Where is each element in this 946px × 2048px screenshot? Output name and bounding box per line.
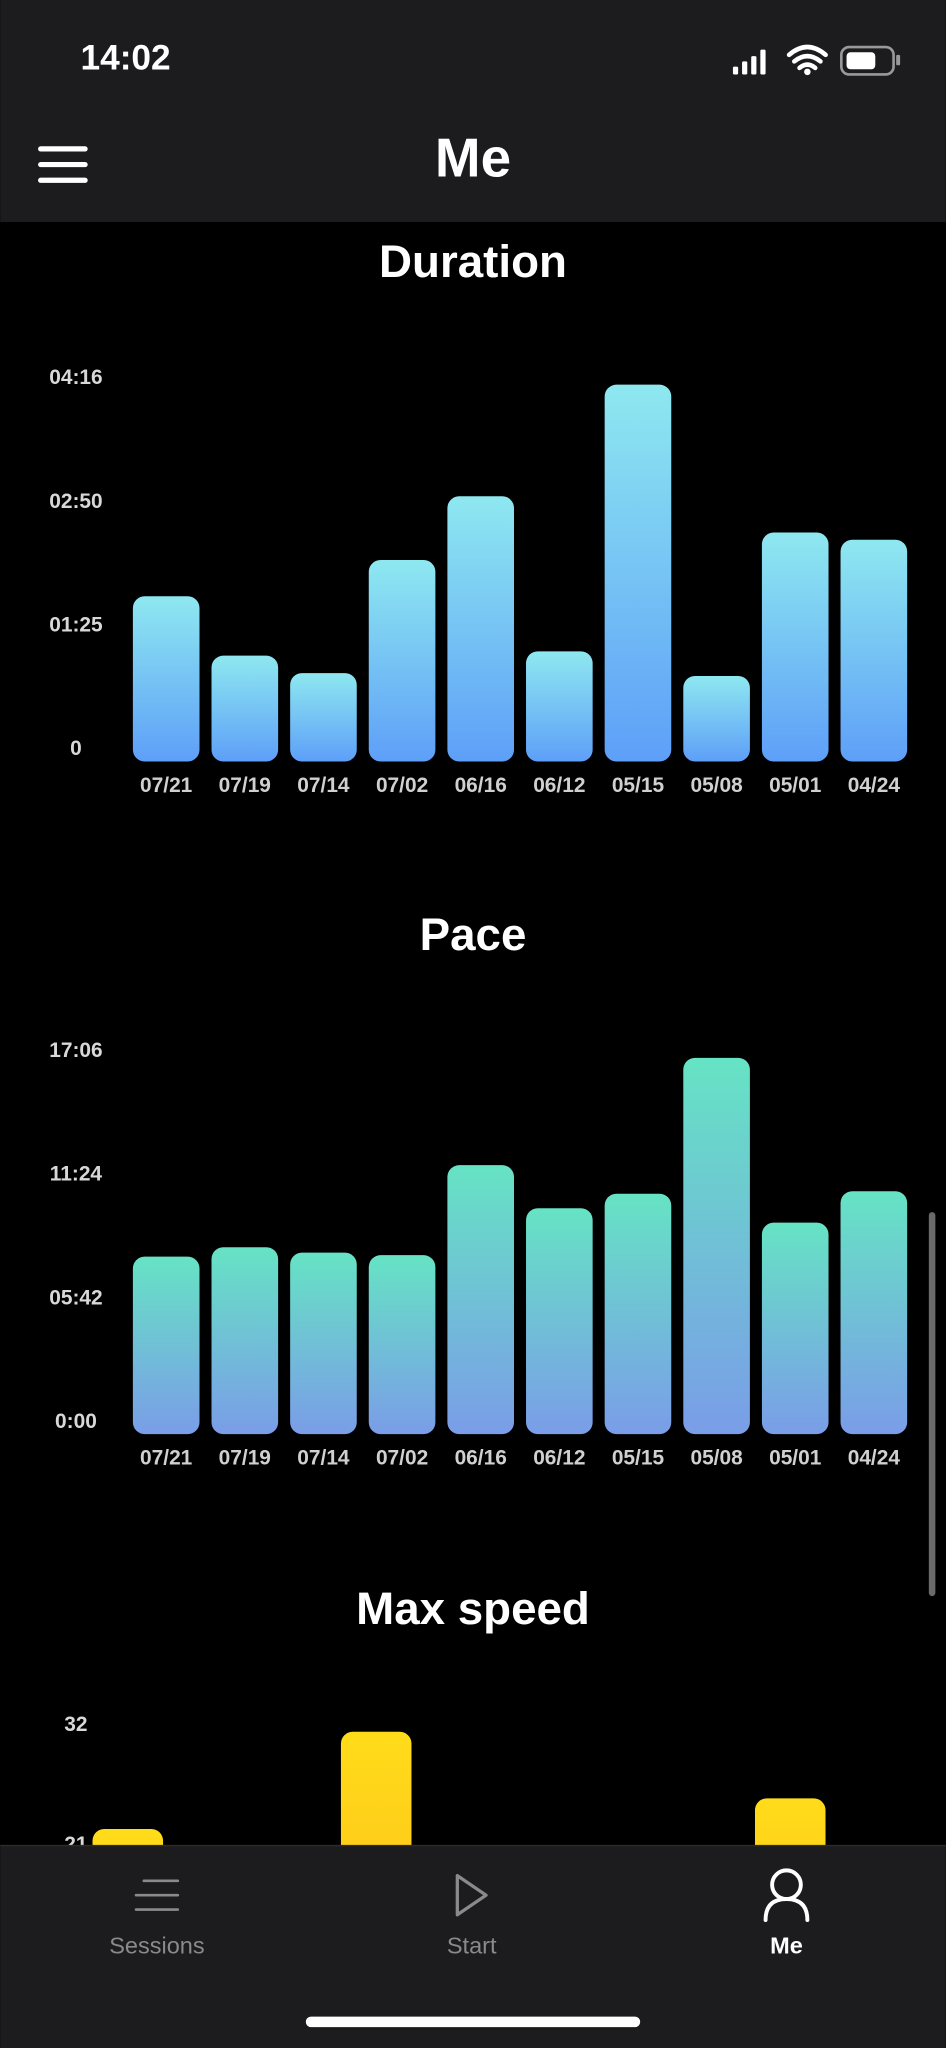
x-tick-label: 07/02 (376, 1446, 428, 1469)
battery-tip (896, 54, 901, 66)
bar (526, 1208, 593, 1435)
signal-icon (732, 49, 766, 75)
bar (132, 1256, 200, 1435)
bar (761, 532, 829, 762)
battery-level (846, 52, 876, 70)
chart: Pace 0:00 05:42 11:24 17:06 07/21 07/19 07/14 07… (49, 909, 908, 1469)
y-tick-label: 11:24 (50, 1163, 103, 1186)
top-bar (0, 0, 946, 223)
y-tick-label: 02:50 (49, 490, 102, 513)
x-tick-label: 04/24 (848, 1446, 901, 1469)
x-tick-label: 06/16 (455, 1446, 507, 1469)
status-time: 14:02 (80, 38, 170, 77)
chart-title: Pace (420, 909, 527, 960)
bar (683, 675, 750, 762)
scrollbar (928, 1212, 936, 1597)
x-tick-label: 07/19 (219, 774, 271, 797)
x-tick-label: 05/15 (612, 774, 665, 797)
y-tick-label: 04:16 (49, 366, 102, 389)
bar (447, 1165, 515, 1435)
wifi-icon (786, 44, 828, 71)
tab-sessions[interactable]: Sessions (109, 1879, 205, 1959)
bar (761, 1222, 829, 1435)
bar (604, 384, 672, 762)
x-tick-label: 07/14 (297, 1446, 350, 1469)
bar (132, 596, 200, 762)
start-icon (455, 1873, 488, 1917)
bar (840, 1191, 908, 1435)
tab-bar (0, 1845, 946, 2048)
menu-button[interactable] (38, 146, 88, 183)
x-tick-label: 05/01 (769, 1446, 822, 1469)
bar (211, 1247, 279, 1435)
bar (526, 651, 593, 762)
x-tick-label: 07/21 (140, 774, 193, 797)
chart: Duration 0 01:25 02:50 04:16 07/21 07/19 07/14 0… (49, 236, 908, 797)
y-tick-label: 0:00 (55, 1410, 97, 1433)
tab-label: Start (447, 1933, 497, 1959)
me-icon-body (763, 1897, 810, 1922)
header-title: Me (435, 126, 511, 188)
y-tick-label: 32 (64, 1713, 87, 1736)
x-tick-label: 04/24 (848, 774, 901, 797)
sessions-icon (134, 1879, 180, 1911)
tab-me[interactable]: Me (763, 1868, 810, 1959)
y-tick-label: 0 (70, 737, 82, 760)
x-tick-label: 05/15 (612, 1446, 665, 1469)
bar (604, 1193, 672, 1435)
tab-label: Me (770, 1933, 803, 1959)
chart-title: Duration (379, 236, 567, 287)
x-tick-label: 05/01 (769, 774, 822, 797)
x-tick-label: 06/16 (455, 774, 507, 797)
x-tick-label: 06/12 (533, 774, 585, 797)
home-indicator (305, 2016, 641, 2028)
x-tick-label: 05/08 (690, 1446, 742, 1469)
bar (211, 655, 279, 762)
tab-label: Sessions (109, 1933, 204, 1959)
x-tick-label: 05/08 (690, 774, 742, 797)
bar (368, 560, 436, 762)
y-tick-label: 01:25 (49, 614, 103, 637)
chart-title: Max speed (356, 1583, 590, 1634)
y-tick-label: 17:06 (49, 1039, 102, 1062)
tab-start[interactable]: Start (447, 1873, 497, 1959)
bar (368, 1255, 436, 1435)
bar (290, 673, 357, 762)
bar (290, 1252, 357, 1435)
x-tick-label: 07/14 (297, 774, 350, 797)
y-tick-label: 05:42 (49, 1286, 102, 1309)
wifi-dot (804, 68, 811, 76)
x-tick-label: 06/12 (533, 1446, 585, 1469)
x-tick-label: 07/02 (376, 774, 428, 797)
bar (840, 539, 908, 762)
bar (683, 1057, 750, 1435)
battery-icon (840, 45, 895, 76)
bar (447, 496, 515, 762)
x-tick-label: 07/21 (140, 1446, 193, 1469)
x-tick-label: 07/19 (219, 1446, 271, 1469)
